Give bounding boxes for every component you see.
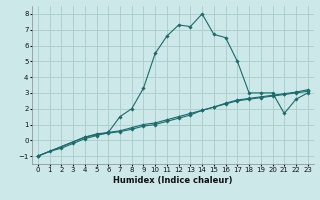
X-axis label: Humidex (Indice chaleur): Humidex (Indice chaleur): [113, 176, 233, 185]
